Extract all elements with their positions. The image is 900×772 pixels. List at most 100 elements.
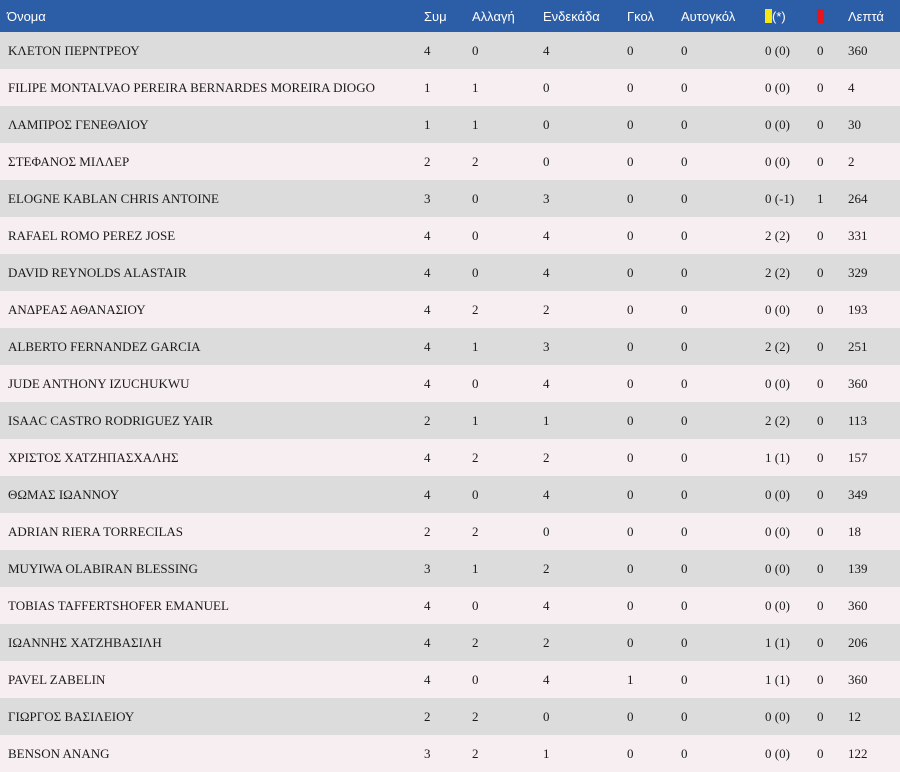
cell-sub: 0	[472, 264, 479, 280]
cell-yellow-cards: 0 (0)	[765, 597, 790, 613]
cell-goals: 0	[627, 560, 634, 576]
header-minutes[interactable]: Λεπτά	[848, 8, 884, 24]
cell-red-cards: 0	[817, 523, 824, 539]
table-row[interactable]: MUYIWA OLABIRAN BLESSING 3 1 2 0 0 0 (0) 0 139	[0, 550, 900, 587]
cell-own-goals: 0	[681, 190, 688, 206]
cell-minutes: 193	[848, 301, 868, 317]
cell-red-cards: 0	[817, 227, 824, 243]
table-row[interactable]: ADRIAN RIERA TORRECILAS 2 2 0 0 0 0 (0) 0 18	[0, 513, 900, 550]
table-row[interactable]: ELOGNE KABLAN CHRIS ANTOINE 3 0 3 0 0 0 (-1) 1 2…	[0, 180, 900, 217]
cell-goals: 0	[627, 375, 634, 391]
cell-name: ΚΛΕΤΟΝ ΠΕΡΝΤΡΕΟΥ	[8, 42, 140, 58]
header-red-cards[interactable]	[817, 0, 848, 32]
header-own-goals[interactable]: Αυτογκόλ	[681, 8, 736, 24]
cell-yellow-cards: 0 (0)	[765, 486, 790, 502]
cell-red-cards: 0	[817, 301, 824, 317]
cell-starts: 4	[543, 597, 550, 613]
header-name[interactable]: Όνομα	[7, 8, 46, 24]
cell-minutes: 122	[848, 745, 868, 761]
cell-minutes: 18	[848, 523, 861, 539]
cell-yellow-cards: 0 (-1)	[765, 190, 795, 206]
table-row[interactable]: ΓΙΩΡΓΟΣ ΒΑΣΙΛΕΙΟΥ 2 2 0 0 0 0 (0) 0 12	[0, 698, 900, 735]
table-row[interactable]: JUDE ANTHONY IZUCHUKWU 4 0 4 0 0 0 (0) 0 360	[0, 365, 900, 402]
header-goals[interactable]: Γκολ	[627, 8, 654, 24]
table-row[interactable]: TOBIAS TAFFERTSHOFER EMANUEL 4 0 4 0 0 0 (0) 0 3…	[0, 587, 900, 624]
header-yellow-cards[interactable]: (*)	[765, 0, 817, 32]
cell-name: BENSON ANANG	[8, 745, 110, 761]
table-row[interactable]: BENSON ANANG 3 2 1 0 0 0 (0) 0 122	[0, 735, 900, 772]
table-row[interactable]: ISAAC CASTRO RODRIGUEZ YAIR 2 1 1 0 0 2 (2) 0 11…	[0, 402, 900, 439]
cell-starts: 4	[543, 486, 550, 502]
cell-sub: 0	[472, 190, 479, 206]
cell-red-cards: 0	[817, 597, 824, 613]
cell-goals: 0	[627, 190, 634, 206]
cell-goals: 0	[627, 227, 634, 243]
cell-own-goals: 0	[681, 412, 688, 428]
cell-yellow-cards: 0 (0)	[765, 708, 790, 724]
header-sub[interactable]: Αλλαγή	[472, 8, 515, 24]
cell-name: ΘΩΜΑΣ ΙΩΑΝΝΟΥ	[8, 486, 120, 502]
cell-apps: 3	[424, 745, 431, 761]
cell-minutes: 360	[848, 671, 868, 687]
table-row[interactable]: FILIPE MONTALVAO PEREIRA BERNARDES MOREI…	[0, 69, 900, 106]
table-row[interactable]: ΘΩΜΑΣ ΙΩΑΝΝΟΥ 4 0 4 0 0 0 (0) 0 349	[0, 476, 900, 513]
cell-sub: 1	[472, 560, 479, 576]
cell-apps: 4	[424, 42, 431, 58]
table-row[interactable]: ΛΑΜΠΡΟΣ ΓΕΝΕΘΛΙΟΥ 1 1 0 0 0 0 (0) 0 30	[0, 106, 900, 143]
cell-sub: 1	[472, 338, 479, 354]
cell-sub: 2	[472, 634, 479, 650]
cell-apps: 4	[424, 634, 431, 650]
cell-starts: 0	[543, 153, 550, 169]
cell-goals: 0	[627, 153, 634, 169]
cell-red-cards: 0	[817, 264, 824, 280]
cell-name: ΛΑΜΠΡΟΣ ΓΕΝΕΘΛΙΟΥ	[8, 116, 149, 132]
cell-yellow-cards: 0 (0)	[765, 745, 790, 761]
cell-minutes: 139	[848, 560, 868, 576]
cell-sub: 0	[472, 227, 479, 243]
cell-red-cards: 0	[817, 338, 824, 354]
cell-own-goals: 0	[681, 634, 688, 650]
table-row[interactable]: ALBERTO FERNANDEZ GARCIA 4 1 3 0 0 2 (2) 0 251	[0, 328, 900, 365]
cell-own-goals: 0	[681, 486, 688, 502]
table-row[interactable]: ΑΝΔΡΕΑΣ ΑΘΑΝΑΣΙΟΥ 4 2 2 0 0 0 (0) 0 193	[0, 291, 900, 328]
header-starts[interactable]: Ενδεκάδα	[543, 8, 600, 24]
cell-own-goals: 0	[681, 375, 688, 391]
table-row[interactable]: RAFAEL ROMO PEREZ JOSE 4 0 4 0 0 2 (2) 0 331	[0, 217, 900, 254]
table-header: Όνομα Συμ Αλλαγή Ενδεκάδα Γκολ Αυτογκόλ …	[0, 0, 900, 32]
cell-apps: 4	[424, 227, 431, 243]
cell-red-cards: 0	[817, 708, 824, 724]
header-apps[interactable]: Συμ	[424, 8, 447, 24]
cell-yellow-cards: 0 (0)	[765, 301, 790, 317]
cell-sub: 0	[472, 42, 479, 58]
cell-goals: 0	[627, 634, 634, 650]
cell-apps: 4	[424, 671, 431, 687]
cell-yellow-cards: 0 (0)	[765, 79, 790, 95]
table-row[interactable]: ΙΩΑΝΝΗΣ ΧΑΤΖΗΒΑΣΙΛΗ 4 2 2 0 0 1 (1) 0 206	[0, 624, 900, 661]
cell-yellow-cards: 0 (0)	[765, 116, 790, 132]
cell-yellow-cards: 1 (1)	[765, 671, 790, 687]
cell-sub: 0	[472, 671, 479, 687]
table-row[interactable]: PAVEL ZABELIN 4 0 4 1 0 1 (1) 0 360	[0, 661, 900, 698]
cell-apps: 4	[424, 375, 431, 391]
table-row[interactable]: ΣΤΕΦΑΝΟΣ ΜΙΛΛΕΡ 2 2 0 0 0 0 (0) 0 2	[0, 143, 900, 180]
cell-sub: 2	[472, 449, 479, 465]
cell-own-goals: 0	[681, 708, 688, 724]
table-row[interactable]: DAVID REYNOLDS ALASTAIR 4 0 4 0 0 2 (2) 0 329	[0, 254, 900, 291]
cell-name: ADRIAN RIERA TORRECILAS	[8, 523, 184, 539]
cell-sub: 1	[472, 412, 479, 428]
cell-apps: 3	[424, 190, 431, 206]
cell-sub: 2	[472, 708, 479, 724]
cell-name: MUYIWA OLABIRAN BLESSING	[8, 560, 198, 576]
table-row[interactable]: ΧΡΙΣΤΟΣ ΧΑΤΖΗΠΑΣΧΑΛΗΣ 4 2 2 0 0 1 (1) 0 157	[0, 439, 900, 476]
cell-apps: 1	[424, 79, 431, 95]
cell-sub: 2	[472, 153, 479, 169]
cell-own-goals: 0	[681, 560, 688, 576]
cell-minutes: 349	[848, 486, 868, 502]
table-row[interactable]: ΚΛΕΤΟΝ ΠΕΡΝΤΡΕΟΥ 4 0 4 0 0 0 (0) 0 360	[0, 32, 900, 69]
cell-red-cards: 0	[817, 486, 824, 502]
cell-starts: 0	[543, 708, 550, 724]
cell-own-goals: 0	[681, 449, 688, 465]
cell-minutes: 206	[848, 634, 868, 650]
cell-goals: 1	[627, 671, 634, 687]
cell-sub: 0	[472, 486, 479, 502]
